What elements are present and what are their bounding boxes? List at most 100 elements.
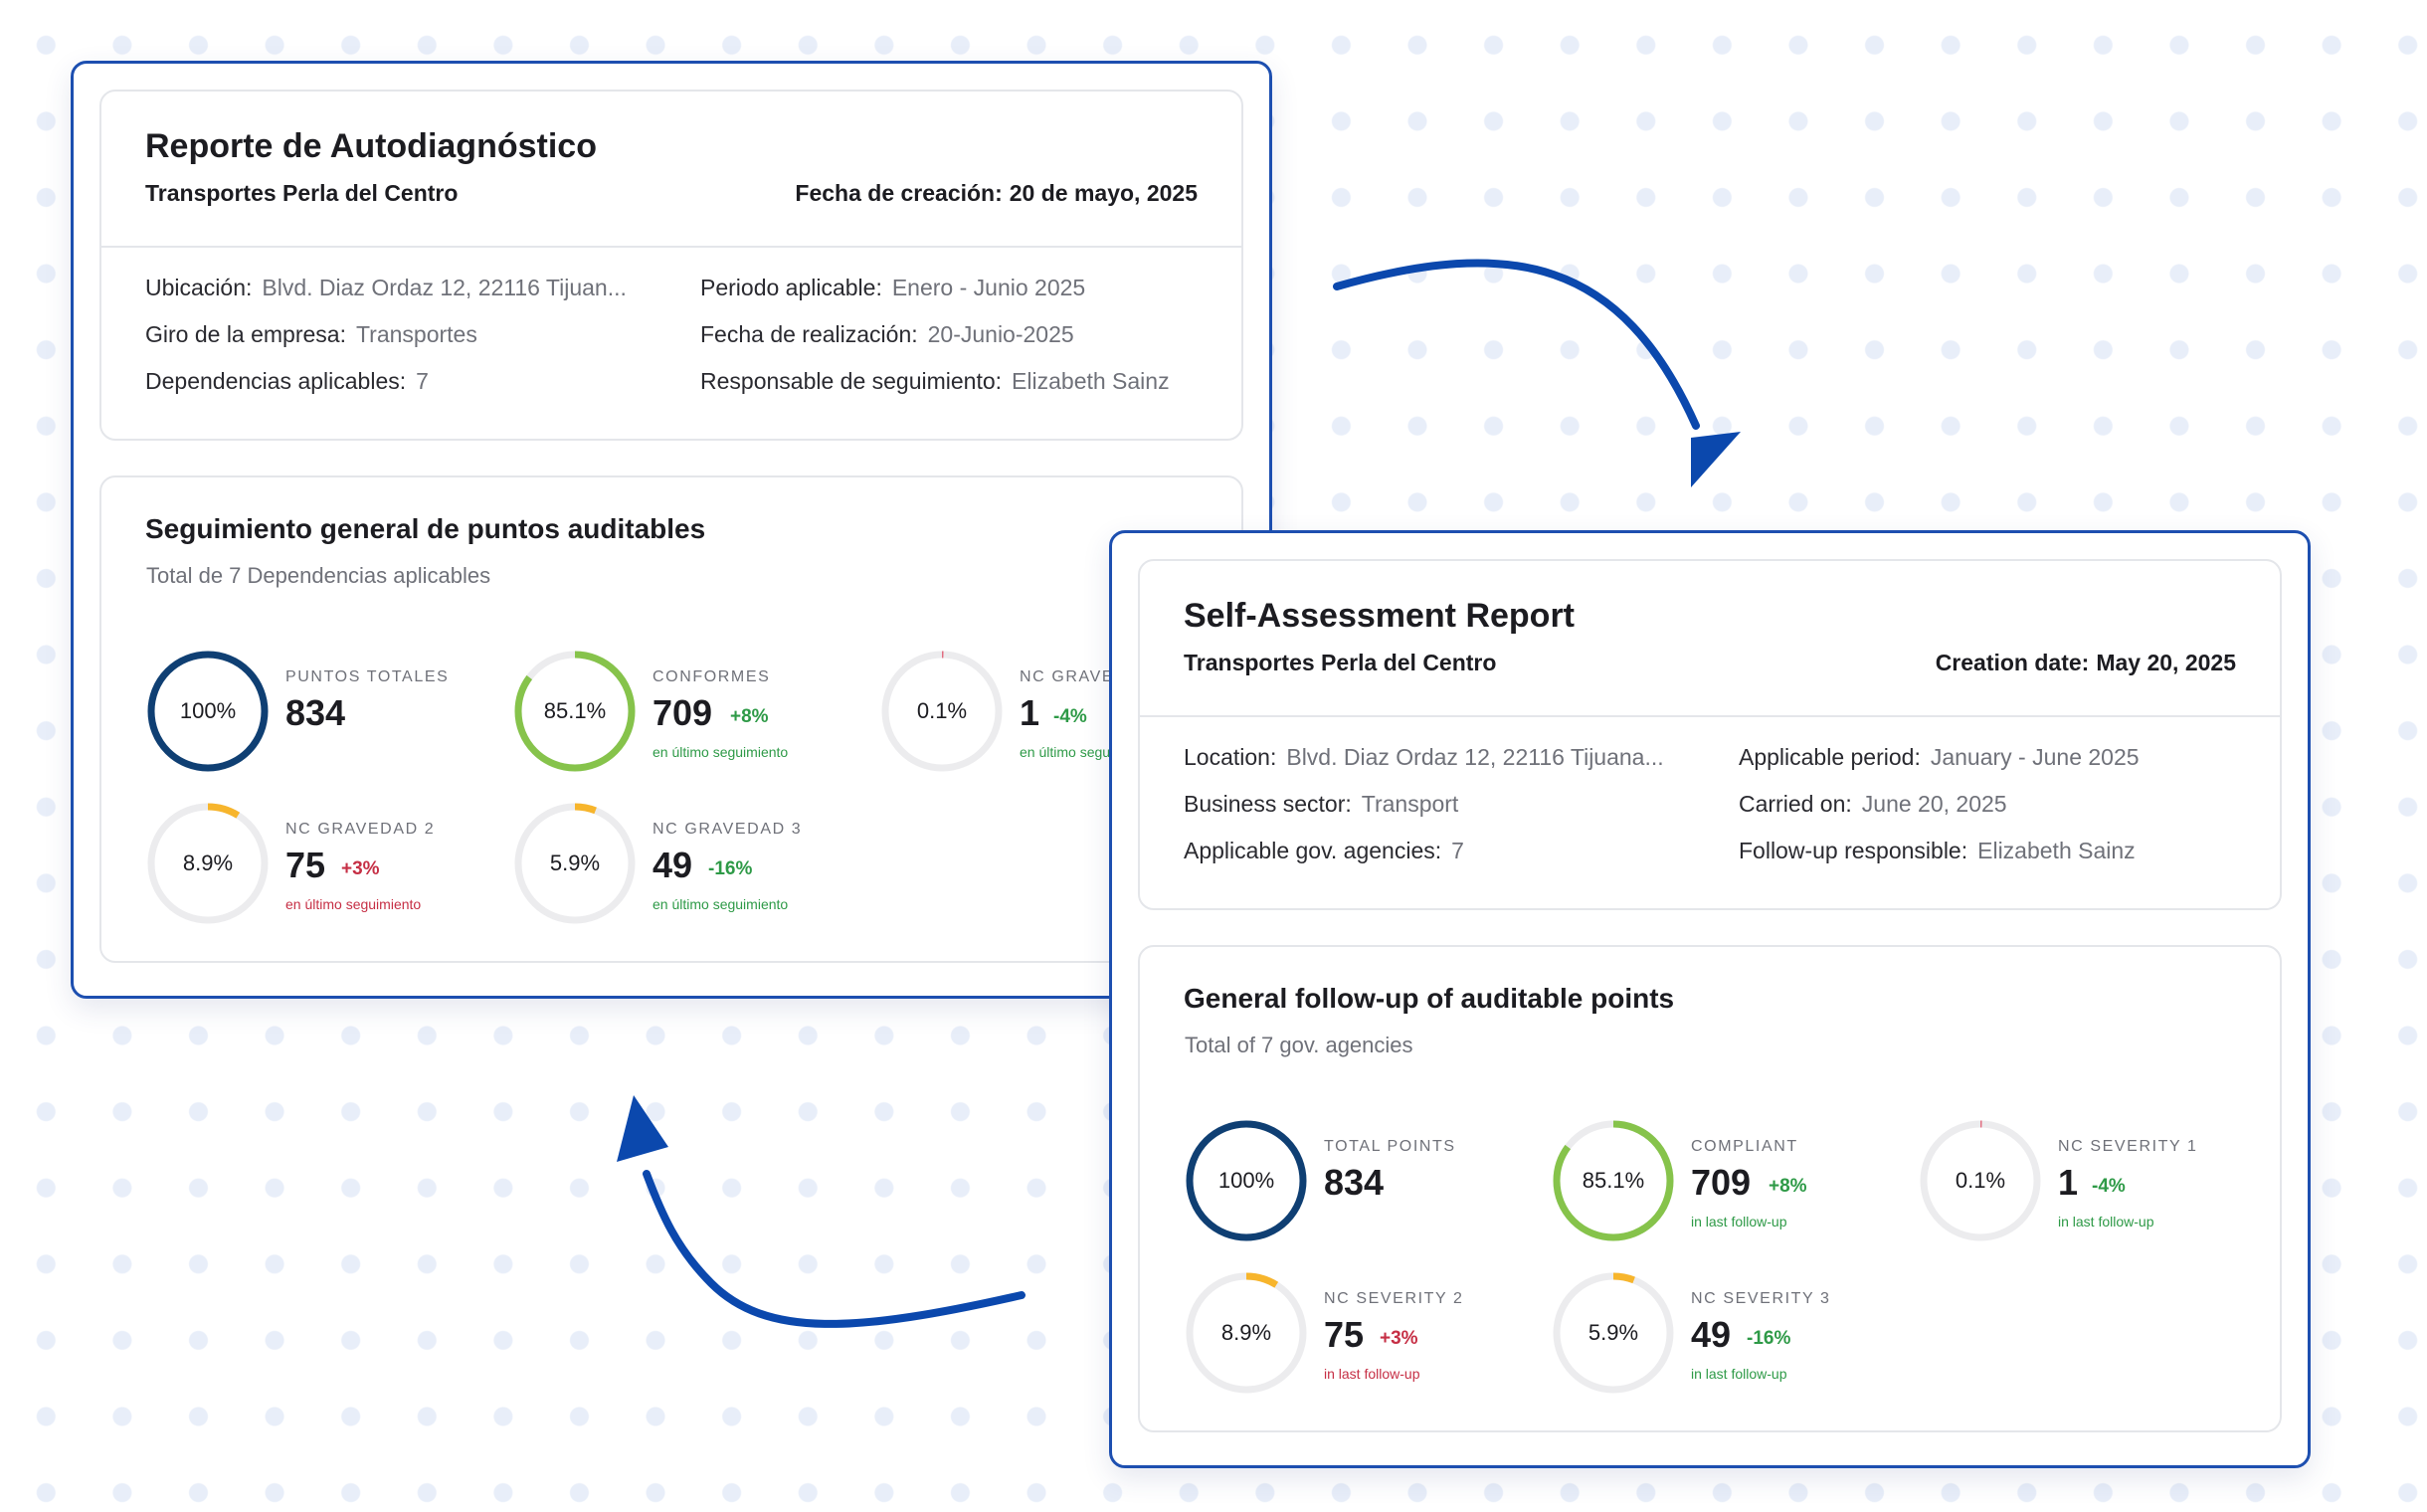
report-spanish: Reporte de Autodiagnóstico Transportes P… — [71, 61, 1272, 999]
report-header-card: Reporte de Autodiagnóstico Transportes P… — [99, 90, 1243, 441]
progress-ring-fill — [147, 803, 269, 924]
progress-ring — [1553, 1120, 1674, 1241]
metric-tile: 8.9% NC SEVERITY 2 75 +3% in last follow-up — [1184, 1270, 1552, 1400]
info-carried-on-label: Carried on: — [1739, 791, 1852, 817]
info-agencies: Dependencias aplicables: 7 — [145, 368, 429, 395]
progress-ring — [1186, 1120, 1307, 1241]
divider — [101, 246, 1241, 248]
info-responsible: Responsable de seguimiento: Elizabeth Sai… — [700, 368, 1170, 395]
report-title: Reporte de Autodiagnóstico — [145, 127, 597, 165]
info-location: Location: Blvd. Diaz Ordaz 12, 22116 Tiju… — [1184, 744, 1664, 771]
progress-ring-fill — [1553, 1120, 1674, 1241]
follow-up-subtitle: Total of 7 gov. agencies — [1185, 1033, 1413, 1057]
metric-note: en último seguimiento — [653, 744, 789, 760]
metric-tile: 8.9% NC GRAVEDAD 2 75 +3% en último seguimie… — [145, 801, 513, 930]
info-location-label: Ubicación: — [145, 275, 253, 300]
metric-label: NC SEVERITY 1 — [2058, 1138, 2198, 1155]
info-carried-on-label: Fecha de realización: — [700, 321, 918, 347]
metric-label: NC GRAVEDAD 2 — [285, 821, 436, 838]
follow-up-card: General follow-up of auditable points To… — [1138, 945, 2282, 1432]
ring-percent: 85.1% — [1582, 1168, 1645, 1193]
metric-change: +8% — [1769, 1176, 1807, 1197]
info-period-value: Enero - Junio 2025 — [891, 275, 1086, 300]
metric-value: 49 — [653, 845, 693, 885]
info-carried-on: Fecha de realización: 20-Junio-2025 — [700, 321, 1074, 348]
progress-ring-fill — [1186, 1272, 1307, 1394]
metric-note: in last follow-up — [1691, 1366, 1787, 1382]
metric-tile: 100% PUNTOS TOTALES 834 — [145, 649, 513, 778]
ring-percent: 0.1% — [1955, 1168, 2006, 1193]
company-name: Transportes Perla del Centro — [1184, 650, 1497, 675]
creation-date: Fecha de creación: 20 de mayo, 2025 — [795, 180, 1198, 207]
ring-percent: 85.1% — [543, 698, 607, 723]
metric-label: TOTAL POINTS — [1324, 1138, 1456, 1155]
divider — [1140, 715, 2280, 717]
progress-ring — [147, 651, 269, 772]
metric-label: NC GRAVEDAD 3 — [653, 821, 803, 838]
metric-note: in last follow-up — [1324, 1366, 1420, 1382]
info-carried-on: Carried on: June 20, 2025 — [1739, 791, 2007, 818]
ring-percent: 100% — [179, 698, 237, 723]
metric-label: NC SEVERITY 2 — [1324, 1290, 1464, 1307]
progress-ring — [514, 651, 636, 772]
progress-ring — [1920, 1120, 2041, 1241]
arrow-to-spanish-head — [617, 1095, 668, 1162]
info-sector: Giro de la empresa: Transportes — [145, 321, 477, 348]
progress-ring-fill — [514, 803, 636, 924]
info-location-value: Blvd. Diaz Ordaz 12, 22116 Tijuan... — [262, 275, 627, 300]
ring-percent: 100% — [1217, 1168, 1275, 1193]
progress-ring-fill — [514, 651, 636, 772]
info-responsible: Follow-up responsible: Elizabeth Sainz — [1739, 838, 2136, 864]
progress-ring-fill — [881, 651, 1003, 772]
creation-date-label: Fecha de creación: — [795, 180, 1003, 206]
ring-percent: 0.1% — [916, 698, 968, 723]
metric-tile: 5.9% NC SEVERITY 3 49 -16% in last follow-up — [1551, 1270, 1919, 1400]
metric-tile: 85.1% COMPLIANT 709 +8% in last follow-up — [1551, 1118, 1919, 1247]
report-english: Self-Assessment Report Transportes Perla… — [1109, 530, 2311, 1468]
progress-ring — [1186, 1272, 1307, 1394]
metric-tile: 100% TOTAL POINTS 834 — [1184, 1118, 1552, 1247]
metric-value: 709 — [653, 692, 713, 733]
metric-label: PUNTOS TOTALES — [285, 668, 450, 685]
info-location-label: Location: — [1184, 744, 1277, 770]
follow-up-title: Seguimiento general de puntos auditables — [145, 513, 706, 544]
metric-value: 1 — [2058, 1162, 2079, 1203]
metric-change: +3% — [341, 858, 380, 879]
info-sector: Business sector: Transport — [1184, 791, 1458, 818]
creation-date-label: Creation date: — [1935, 650, 2090, 675]
info-agencies-label: Applicable gov. agencies: — [1184, 838, 1442, 863]
progress-ring — [514, 803, 636, 924]
metric-change: -4% — [1053, 706, 1087, 727]
metric-value: 75 — [285, 845, 326, 885]
info-carried-on-value: June 20, 2025 — [1861, 791, 2007, 817]
info-responsible-label: Responsable de seguimiento: — [700, 368, 1003, 394]
metric-tile: 5.9% NC GRAVEDAD 3 49 -16% en último seguimi… — [512, 801, 880, 930]
progress-ring-fill — [1920, 1120, 2041, 1241]
curved-arrow-down-right-icon — [1333, 259, 1741, 487]
company-name: Transportes Perla del Centro — [145, 180, 459, 206]
progress-ring-fill — [1186, 1120, 1307, 1241]
metric-change: +8% — [730, 706, 769, 727]
info-period: Applicable period: January - June 2025 — [1739, 744, 2140, 771]
metric-tile: 85.1% CONFORMES 709 +8% en último seguimient… — [512, 649, 880, 778]
follow-up-title: General follow-up of auditable points — [1184, 983, 1675, 1014]
info-sector-value: Transport — [1361, 791, 1459, 817]
arrow-to-english-head — [1691, 432, 1741, 487]
metric-note: en último seguimiento — [285, 896, 422, 912]
creation-date-value: 20 de mayo, 2025 — [1009, 180, 1198, 206]
info-sector-label: Giro de la empresa: — [145, 321, 346, 347]
info-period-value: January - June 2025 — [1930, 744, 2140, 770]
progress-ring — [881, 651, 1003, 772]
info-responsible-label: Follow-up responsible: — [1739, 838, 1968, 863]
info-location: Ubicación: Blvd. Diaz Ordaz 12, 22116 Tij… — [145, 275, 627, 301]
info-location-value: Blvd. Diaz Ordaz 12, 22116 Tijuana... — [1286, 744, 1664, 770]
metric-change: -16% — [708, 858, 753, 879]
info-carried-on-value: 20-Junio-2025 — [927, 321, 1074, 347]
ring-percent: 8.9% — [182, 850, 234, 875]
progress-ring — [147, 803, 269, 924]
metric-value: 75 — [1324, 1314, 1365, 1355]
ring-percent: 8.9% — [1220, 1320, 1272, 1345]
metric-value: 834 — [1324, 1162, 1385, 1203]
report-title: Self-Assessment Report — [1184, 597, 1576, 635]
metric-label: CONFORMES — [653, 668, 771, 685]
